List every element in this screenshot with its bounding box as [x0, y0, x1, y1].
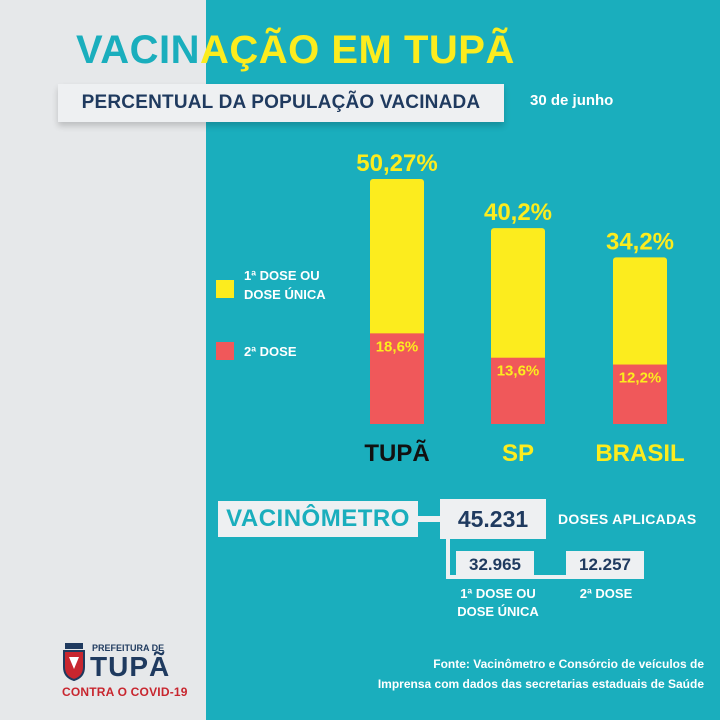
source-line-2: Imprensa com dados das secretarias estad…: [377, 677, 704, 691]
legend-swatch-second-dose: [216, 342, 234, 360]
total-doses-box: 45.231: [440, 499, 546, 539]
first-dose-label-line-2: DOSE ÚNICA: [457, 604, 539, 619]
city-crest-icon: [63, 643, 85, 681]
second-dose-label: 2ª DOSE: [579, 586, 633, 601]
category-label-brasil: BRASIL: [595, 440, 684, 467]
data-label-first-dose-brasil: 34,2%: [606, 228, 674, 255]
logo-main-text: TUPÃ: [90, 651, 171, 682]
vacinometro-label: VACINÔMETRO: [226, 505, 410, 532]
legend-label-second-dose: 2ª DOSE: [244, 344, 297, 359]
data-label-second-dose-tup: 18,6%: [376, 338, 419, 355]
subtitle: PERCENTUAL DA POPULAÇÃO VACINADA: [81, 92, 481, 113]
connector-bracket-bottom: [446, 575, 640, 579]
data-label-second-dose-sp: 13,6%: [497, 363, 540, 380]
source-line-1: Fonte: Vacinômetro e Consórcio de veícul…: [433, 657, 704, 671]
first-dose-label: 1ª DOSE OU DOSE ÚNICA: [446, 585, 550, 621]
connector-bracket-left: [446, 539, 450, 579]
first-dose-label-line-1: 1ª DOSE OU: [460, 586, 536, 601]
page-title: VACINAÇÃO EM TUPÃ: [76, 28, 515, 73]
legend-swatch-first-dose: [216, 280, 234, 298]
subtitle-box: PERCENTUAL DA POPULAÇÃO VACINADA: [58, 84, 504, 122]
legend-label-first-dose: 1ª DOSE OU DOSE ÚNICA: [244, 266, 326, 304]
data-label-second-dose-brasil: 12,2%: [619, 370, 662, 387]
bar-second-dose-brasil: [613, 364, 667, 424]
data-label-first-dose-sp: 40,2%: [484, 199, 552, 226]
total-doses-label: DOSES APLICADAS: [558, 511, 697, 527]
date-label: 30 de junho: [530, 92, 614, 109]
logo-sub-text: CONTRA O COVID-19: [62, 685, 188, 699]
first-dose-box: 32.965: [456, 551, 534, 579]
prefeitura-logo: PREFEITURA DE TUPÃ CONTRA O COVID-19: [60, 641, 200, 705]
connector-horizontal: [418, 516, 448, 522]
data-label-first-dose-tup: 50,27%: [356, 150, 437, 177]
legend-label-first-line-1: 1ª DOSE OU: [244, 268, 320, 283]
category-label-tup: TUPÃ: [364, 439, 429, 467]
legend-label-first-line-2: DOSE ÚNICA: [244, 287, 326, 302]
title-part-2: AÇÃO EM TUPÃ: [199, 28, 515, 72]
bar-second-dose-tup: [370, 333, 424, 424]
logo-top-text: PREFEITURA DE: [92, 643, 165, 653]
source-note: Fonte: Vacinômetro e Consórcio de veícul…: [378, 654, 704, 694]
second-dose-box: 12.257: [566, 551, 644, 579]
category-label-sp: SP: [502, 440, 534, 467]
bar-second-dose-sp: [491, 357, 545, 424]
title-part-1: VACIN: [76, 28, 200, 72]
vacinometro-box: VACINÔMETRO: [218, 501, 418, 537]
